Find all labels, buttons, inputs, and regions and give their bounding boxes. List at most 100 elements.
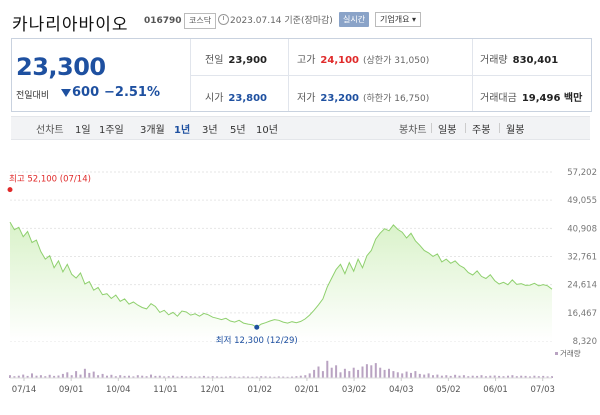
y-tick-label: 8,320 bbox=[573, 337, 597, 347]
volume-bar bbox=[273, 376, 276, 378]
tab-3year[interactable]: 3년 bbox=[202, 125, 218, 136]
volume-bar bbox=[255, 376, 258, 378]
clock-icon bbox=[218, 14, 229, 25]
y-tick-label: 32,761 bbox=[567, 253, 597, 263]
volume-bar bbox=[154, 375, 157, 378]
volume-bar bbox=[167, 376, 170, 378]
max-label: 최고 52,100 (07/14) bbox=[9, 174, 91, 185]
col-divider-1 bbox=[288, 39, 289, 111]
volume-bar bbox=[119, 375, 122, 378]
volume-bar bbox=[70, 375, 73, 378]
tab-1year[interactable]: 1년 bbox=[174, 125, 191, 136]
tab-3month[interactable]: 3개월 bbox=[140, 125, 165, 136]
volume-bar bbox=[150, 374, 152, 378]
realtime-button[interactable]: 실시간 bbox=[339, 12, 370, 27]
volume-bar bbox=[211, 376, 214, 378]
price-chart[interactable]: 57,202 49,055 40,908 32,761 24,614 16,467 8,32… bbox=[0, 140, 600, 415]
x-tick-label: 10/04 bbox=[106, 385, 131, 395]
volume-bar bbox=[264, 376, 267, 378]
tab-1week[interactable]: 1주일 bbox=[99, 125, 124, 136]
volume-bar bbox=[471, 375, 474, 378]
volume-bar bbox=[427, 373, 430, 378]
volume-bar bbox=[520, 375, 523, 378]
volume-bar bbox=[326, 360, 329, 379]
volume-bar bbox=[176, 376, 179, 378]
x-tick-label: 02/01 bbox=[295, 385, 320, 395]
volume-bar bbox=[339, 372, 342, 379]
volume-bar bbox=[277, 376, 280, 378]
volume-bar bbox=[295, 376, 298, 378]
volume-bar bbox=[454, 374, 457, 378]
volume-bar bbox=[418, 373, 421, 378]
volume-bar bbox=[180, 375, 183, 378]
volume-bar bbox=[335, 365, 338, 378]
as-of-date: 2023.07.14 기준(장마감) bbox=[230, 16, 333, 26]
tab-daily[interactable]: 일봉 bbox=[438, 125, 457, 136]
volume-bar bbox=[458, 375, 461, 378]
volume-bar bbox=[361, 366, 364, 378]
volume-bar bbox=[330, 367, 333, 378]
stock-name: 카나리아바이오 bbox=[12, 15, 129, 35]
volume-bar bbox=[172, 375, 175, 378]
volume-bar bbox=[158, 375, 161, 378]
volume-bar bbox=[163, 376, 166, 378]
tab-separator bbox=[465, 123, 466, 133]
current-price-panel: 23,300 전일대비 600 −2.51% bbox=[12, 39, 191, 111]
stock-header: 카나리아바이오 016790 코스닥 2023.07.14 기준(장마감) 실시… bbox=[0, 0, 600, 38]
market-badge: 코스닥 bbox=[184, 13, 217, 29]
x-tick-label: 05/02 bbox=[436, 385, 461, 395]
company-overview-dropdown[interactable]: 기업개요 ▾ bbox=[375, 12, 421, 27]
open-label: 시가 bbox=[205, 93, 224, 104]
volume-bar bbox=[251, 376, 254, 378]
tab-10year[interactable]: 10년 bbox=[256, 125, 278, 136]
volume-legend-swatch bbox=[555, 352, 558, 355]
volume-bar bbox=[92, 371, 95, 378]
volume-bar bbox=[13, 376, 16, 378]
volume-bar bbox=[507, 375, 509, 378]
tab-1day[interactable]: 1일 bbox=[75, 125, 91, 136]
volume-bar bbox=[537, 376, 540, 378]
x-tick-label: 11/01 bbox=[153, 385, 178, 395]
volume-bar bbox=[17, 375, 20, 378]
volume-bar bbox=[247, 376, 249, 378]
low-label: 저가 bbox=[297, 93, 316, 104]
prev-close-label: 전일 bbox=[205, 55, 224, 66]
volume-bar bbox=[233, 376, 236, 378]
trading-value: 19,496 백만 bbox=[521, 93, 583, 104]
change-amount: 600 bbox=[72, 85, 100, 100]
tab-separator bbox=[499, 123, 500, 133]
volume-bar bbox=[75, 371, 78, 378]
volume-bar bbox=[498, 375, 501, 378]
volume-bar bbox=[551, 376, 553, 378]
volume-bar bbox=[216, 376, 219, 378]
volume-bar bbox=[542, 375, 545, 378]
volume-bar bbox=[97, 375, 100, 378]
volume-bar bbox=[48, 374, 51, 378]
change-label: 전일대비 bbox=[16, 91, 50, 101]
open-cell: 시가 23,800 bbox=[205, 89, 267, 104]
prev-close-cell: 전일 23,900 bbox=[205, 51, 267, 66]
volume-bar bbox=[370, 365, 373, 378]
tab-monthly[interactable]: 월봉 bbox=[506, 125, 525, 136]
price-area bbox=[10, 222, 552, 341]
volume-bar bbox=[317, 366, 320, 378]
y-tick-label: 49,055 bbox=[567, 196, 597, 206]
trading-value-cell: 거래대금 19,496 백만 bbox=[480, 89, 582, 104]
volume-bar bbox=[269, 376, 271, 378]
volume-bar bbox=[484, 376, 487, 378]
volume-bar bbox=[57, 375, 60, 378]
tab-5year[interactable]: 5년 bbox=[230, 125, 246, 136]
volume-bar bbox=[445, 375, 448, 378]
tab-weekly[interactable]: 주봉 bbox=[472, 125, 491, 136]
volume-bar bbox=[194, 376, 197, 378]
volume-bar bbox=[401, 373, 404, 378]
high-cell: 고가 24,100 (상한가 31,050) bbox=[297, 51, 429, 66]
volume-bar bbox=[66, 372, 69, 379]
volume-bar bbox=[9, 375, 11, 378]
x-tick-label: 06/01 bbox=[483, 385, 508, 395]
upper-limit: (상한가 31,050) bbox=[363, 56, 430, 66]
volume-bar bbox=[282, 376, 285, 378]
volume-bar bbox=[533, 375, 536, 378]
max-marker bbox=[7, 187, 13, 193]
